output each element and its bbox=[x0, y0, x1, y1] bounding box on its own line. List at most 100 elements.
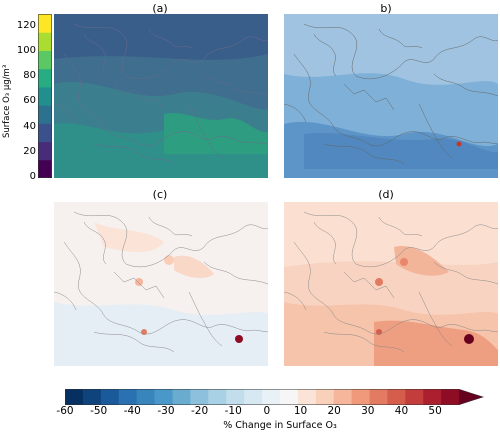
colorbar-tick-label: 120 bbox=[16, 19, 36, 31]
colorbar-tick-label: -20 bbox=[191, 405, 209, 417]
colorbar-segment bbox=[38, 141, 52, 161]
coastline bbox=[63, 53, 268, 147]
map-hotspot bbox=[456, 141, 462, 147]
coastline bbox=[73, 23, 268, 80]
colorbar-tick-label: 80 bbox=[23, 70, 36, 82]
map-b-svg bbox=[284, 14, 498, 178]
colorbar-segment bbox=[208, 389, 227, 405]
coastline bbox=[323, 331, 405, 353]
coastline bbox=[188, 291, 223, 347]
colorbar-segment bbox=[38, 159, 52, 179]
colorbar-segment bbox=[262, 389, 281, 405]
colorbar-segment bbox=[387, 389, 406, 405]
colorbar-segment bbox=[38, 86, 52, 106]
colorbar-tick-label: 50 bbox=[428, 405, 442, 417]
coastline bbox=[418, 291, 453, 347]
map-hotspot bbox=[235, 335, 243, 343]
colorbar-segment bbox=[38, 14, 52, 33]
map-panel-a bbox=[54, 14, 268, 178]
coastline bbox=[83, 33, 107, 77]
ozone-colorbar-svg bbox=[38, 14, 52, 179]
colorbar-segment bbox=[172, 389, 191, 405]
map-panel-c bbox=[54, 202, 268, 366]
colorbar-segment bbox=[118, 389, 138, 405]
map-region bbox=[304, 132, 498, 169]
colorbar-frame bbox=[38, 14, 52, 178]
coastline bbox=[54, 103, 77, 123]
map-region bbox=[94, 222, 164, 252]
colorbar-segment bbox=[136, 389, 156, 405]
colorbar-segment bbox=[226, 389, 245, 405]
coastline bbox=[113, 271, 165, 299]
coastlines bbox=[54, 211, 268, 353]
coastline bbox=[203, 73, 268, 97]
colorbar-tick-label: 40 bbox=[23, 120, 36, 132]
colorbar-segment bbox=[244, 389, 263, 405]
coastline bbox=[433, 261, 498, 285]
colorbar-tick-label: 30 bbox=[361, 405, 375, 417]
ozone-colorbar-label: Surface O₃ μg/m³ bbox=[2, 64, 12, 138]
coastline bbox=[433, 73, 498, 97]
coastline bbox=[418, 103, 453, 159]
map-region bbox=[374, 320, 498, 366]
coastline bbox=[83, 221, 107, 265]
colorbar-tick-label: -10 bbox=[224, 405, 242, 417]
map-region bbox=[54, 14, 268, 60]
change-colorbar-label: % Change in Surface O₃ bbox=[223, 420, 337, 431]
coastline bbox=[293, 53, 498, 147]
colorbar-segment bbox=[38, 105, 52, 124]
coastline bbox=[343, 83, 395, 111]
coastline bbox=[148, 216, 193, 237]
coastline bbox=[343, 271, 395, 299]
colorbar-tick-label: -60 bbox=[56, 405, 74, 417]
coastline bbox=[63, 241, 268, 335]
map-hotspot bbox=[164, 255, 174, 265]
colorbar-frame bbox=[65, 389, 485, 405]
coastline bbox=[148, 28, 193, 49]
colorbar-segment bbox=[441, 389, 460, 405]
colorbar-segment bbox=[82, 389, 102, 405]
colorbar-segment bbox=[65, 389, 84, 405]
coastline bbox=[93, 143, 175, 165]
map-region bbox=[394, 246, 449, 276]
coastline bbox=[73, 211, 268, 268]
coastline bbox=[203, 261, 268, 285]
coastline bbox=[284, 291, 307, 311]
colorbar-segment bbox=[38, 123, 52, 143]
colorbar-extend-arrow bbox=[459, 389, 484, 405]
coastline bbox=[188, 103, 223, 159]
coastline bbox=[284, 103, 307, 123]
coastline bbox=[303, 23, 498, 80]
change-colorbar-svg bbox=[65, 389, 485, 405]
coastlines bbox=[54, 23, 268, 165]
map-hotspot bbox=[400, 258, 408, 266]
colorbar-segment bbox=[405, 389, 424, 405]
colorbar-tick-label: 20 bbox=[23, 145, 36, 157]
panel-title-d: (d) bbox=[378, 188, 394, 201]
colorbar-segment bbox=[279, 389, 299, 405]
coastline bbox=[113, 83, 165, 111]
colorbar-segment bbox=[100, 389, 120, 405]
map-panel-d bbox=[284, 202, 498, 366]
colorbar-tick-label: 40 bbox=[394, 405, 409, 417]
colorbar-tick-label: 20 bbox=[327, 405, 341, 417]
map-region bbox=[54, 302, 268, 366]
map-panel-b bbox=[284, 14, 498, 178]
colorbar-segment bbox=[297, 389, 317, 405]
panel-title-c: (c) bbox=[152, 188, 168, 201]
colorbar-tick-label: 100 bbox=[16, 44, 36, 56]
ozone-colorbar bbox=[38, 14, 52, 179]
colorbar-segment bbox=[351, 389, 371, 405]
coastline bbox=[293, 241, 498, 335]
map-region bbox=[284, 202, 498, 267]
colorbar-segment bbox=[369, 389, 388, 405]
map-a-svg bbox=[54, 14, 268, 178]
colorbar-tick-label: -50 bbox=[90, 405, 108, 417]
colorbar-segment bbox=[423, 389, 442, 405]
colorbar-segment bbox=[38, 68, 52, 88]
map-hotspot bbox=[375, 278, 383, 286]
coastline bbox=[378, 216, 423, 237]
colorbar-tick-label: -40 bbox=[123, 405, 141, 417]
map-hotspot bbox=[135, 278, 143, 286]
colorbar-segment bbox=[315, 389, 335, 405]
